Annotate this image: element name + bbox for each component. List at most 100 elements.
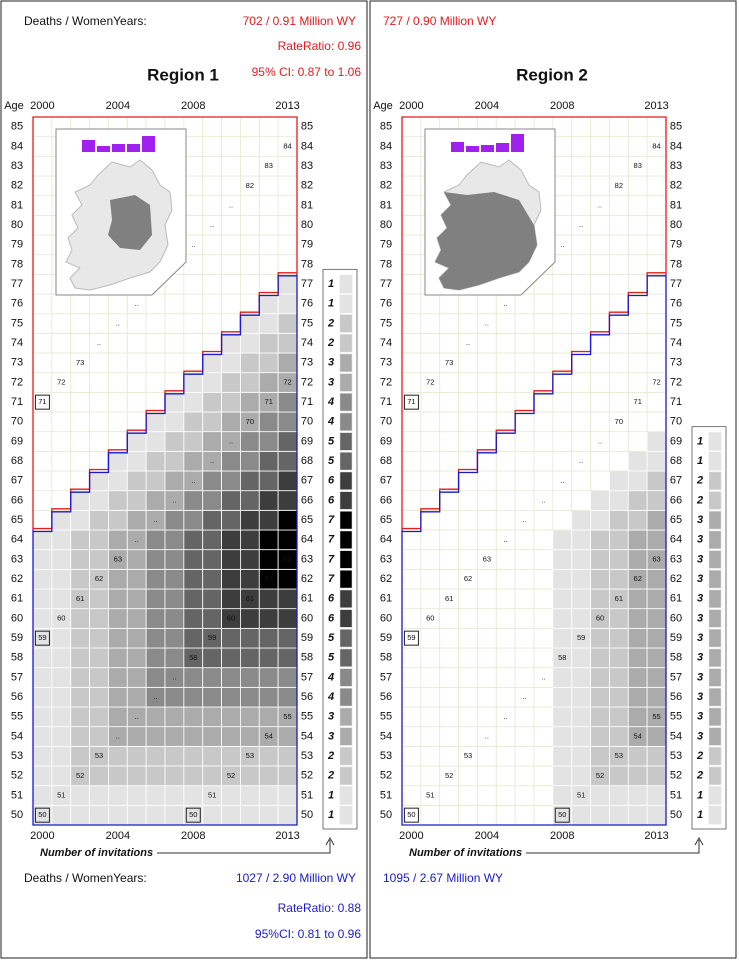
legend-swatch: [339, 648, 353, 667]
y-tick-label: 55: [380, 711, 392, 723]
y-tick-label: 58: [11, 652, 23, 664]
y-tick-label: 81: [670, 199, 682, 211]
cohort-label: ..: [560, 476, 564, 485]
cell: [277, 116, 298, 138]
cell: [89, 647, 109, 669]
cell: [420, 332, 441, 354]
cell: [126, 804, 147, 826]
cell: [145, 352, 166, 374]
cell: [240, 195, 260, 216]
legend-swatch: [708, 786, 722, 805]
cell: [202, 352, 222, 374]
cell: [495, 627, 516, 649]
cohort-label: 63: [283, 554, 291, 563]
cell: [477, 647, 497, 669]
cell: [609, 804, 629, 826]
cell: [533, 450, 554, 472]
cell: [514, 332, 535, 354]
cell: [646, 470, 667, 492]
cell: [145, 391, 166, 413]
cell: [145, 588, 166, 610]
cell: [571, 549, 591, 570]
y-tick-label: 67: [670, 475, 682, 487]
cell: [277, 391, 298, 413]
cell: [221, 352, 241, 374]
cell: [108, 332, 128, 354]
cell: [609, 136, 629, 157]
cell: [590, 804, 610, 826]
cohort-label: 59: [38, 633, 46, 642]
cell: [514, 765, 535, 787]
y-tick-label: 61: [301, 593, 313, 605]
cohort-label: 60: [227, 613, 235, 622]
y-tick-label: 84: [670, 140, 682, 152]
cell: [533, 785, 554, 806]
cell: [420, 509, 441, 531]
x-tick-label: 2000: [399, 830, 423, 842]
cell: [70, 627, 90, 649]
cell: [571, 765, 591, 787]
cell: [183, 490, 204, 511]
y-tick-label: 69: [380, 435, 392, 447]
legend-value: 1: [697, 455, 703, 467]
cell: [70, 785, 90, 806]
y-tick-label: 75: [301, 317, 313, 329]
cell: [552, 549, 573, 570]
upper-frame: [401, 116, 667, 530]
cell: [458, 450, 478, 472]
cell: [32, 549, 53, 570]
x-tick-label: 2008: [550, 100, 574, 112]
cell: [277, 667, 298, 688]
cell: [240, 313, 260, 334]
cell: [420, 313, 441, 334]
cell: [439, 608, 459, 629]
cell: [552, 726, 573, 747]
cell: [458, 549, 478, 570]
cell: [609, 450, 629, 472]
cell: [108, 411, 128, 433]
legend-swatch: [708, 432, 722, 451]
y-tick-label: 60: [301, 612, 313, 624]
legend-value: 3: [697, 711, 703, 723]
cell: [164, 785, 185, 806]
cell: [202, 293, 222, 315]
y-tick-label: 60: [670, 612, 682, 624]
cell: [145, 745, 166, 767]
cell: [420, 352, 441, 374]
cell: [439, 549, 459, 570]
cell: [221, 391, 241, 413]
cell: [51, 686, 72, 708]
cell: [164, 509, 185, 531]
cell: [32, 568, 53, 590]
cell: [646, 175, 667, 197]
cell: [89, 785, 109, 806]
legend-swatch: [339, 786, 353, 805]
cohort-label: 62: [634, 574, 642, 583]
cell: [32, 509, 53, 531]
legend-value: 2: [327, 337, 334, 349]
cell: [183, 352, 204, 374]
legend-value: 3: [328, 376, 334, 388]
cell: [258, 431, 279, 452]
cell: [627, 195, 648, 216]
cell: [458, 490, 478, 511]
cell: [533, 352, 554, 374]
cell: [439, 785, 459, 806]
cohort-label: 50: [38, 810, 46, 819]
cell: [627, 254, 648, 275]
cell: [126, 745, 147, 767]
cell: [240, 450, 260, 472]
cell: [458, 588, 478, 610]
legend-value: 2: [696, 475, 703, 487]
cell: [89, 391, 109, 413]
cell: [458, 765, 478, 787]
inset-bar: [466, 146, 479, 152]
cell: [277, 804, 298, 826]
cell: [646, 332, 667, 354]
stats-line: 727 / 0.90 Million WY: [383, 14, 496, 28]
cell: [571, 529, 591, 551]
cell: [646, 588, 667, 610]
cell: [495, 332, 516, 354]
cell: [258, 214, 279, 236]
y-tick-label: 69: [11, 435, 23, 447]
